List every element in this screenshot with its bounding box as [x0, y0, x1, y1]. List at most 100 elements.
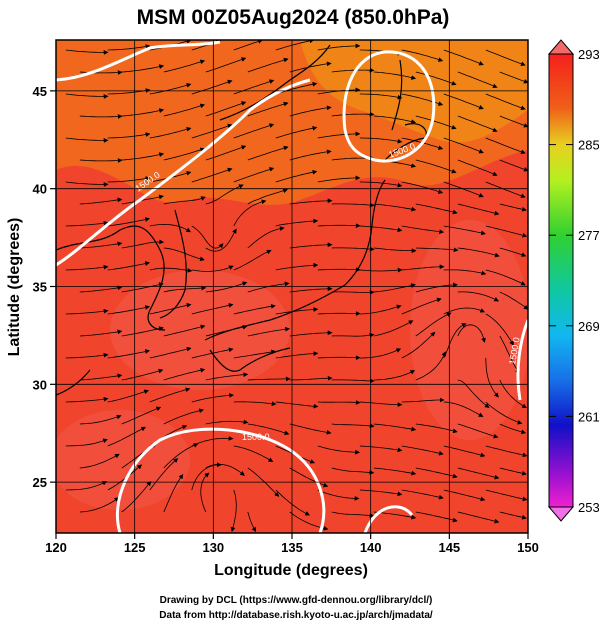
streamline [275, 307, 319, 315]
colorbar-tick-label: 293 [578, 47, 599, 62]
streamline [191, 123, 233, 139]
streamline [289, 198, 333, 205]
streamline [121, 194, 164, 205]
streamline [247, 188, 288, 205]
streamline [247, 57, 289, 73]
colorbar-ticks: 293 285 277 269 261 253 [549, 47, 599, 515]
streamline [401, 225, 445, 235]
colorbar-bottom-arrow [547, 506, 575, 522]
streamline [121, 326, 164, 337]
streamline [247, 376, 291, 382]
streamline [107, 176, 151, 183]
streamline [107, 44, 151, 51]
streamline [230, 489, 237, 533]
streamline [499, 423, 527, 435]
streamline [485, 269, 526, 286]
streamline [359, 267, 403, 273]
streamline [401, 489, 444, 500]
streamline [401, 49, 444, 62]
streamline [359, 304, 402, 315]
streamline [65, 481, 108, 491]
streamline [107, 349, 150, 359]
streamline [79, 285, 123, 293]
streamline [121, 282, 164, 293]
streamline [457, 324, 486, 343]
y-tick-label: 35 [33, 280, 47, 295]
warmest-region [300, 40, 528, 143]
map-field: 1500.0 1500.0 1500.0 1500.0 [56, 40, 528, 533]
coastline-sakhalin [391, 59, 403, 131]
streamline [163, 443, 199, 469]
streamline [499, 467, 527, 476]
x-tick-label: 135 [281, 540, 303, 555]
contour-line [56, 78, 311, 267]
streamline [317, 267, 361, 273]
streamline [499, 511, 527, 520]
streamline [149, 302, 192, 315]
streamline [205, 419, 249, 425]
streamline [107, 305, 150, 315]
streamline [205, 145, 247, 161]
streamline [401, 397, 445, 403]
colorbar-tick-label: 269 [578, 319, 599, 334]
streamline [457, 159, 498, 177]
streamline [485, 93, 526, 111]
streamline [331, 467, 375, 475]
streamline [191, 265, 234, 272]
streamline [79, 241, 123, 249]
streamline [443, 225, 486, 236]
streamline [485, 49, 526, 67]
streamline [275, 262, 319, 271]
streamline [373, 71, 417, 80]
streamline [163, 147, 206, 161]
streamline [107, 261, 150, 271]
streamline [79, 158, 123, 163]
field-patch [56, 410, 190, 510]
streamline [317, 489, 360, 501]
streamline [415, 247, 459, 253]
streamline [191, 392, 234, 403]
colorbar-tick-label: 253 [578, 500, 599, 515]
streamline [457, 115, 498, 133]
streamline [149, 387, 191, 403]
streamline [485, 137, 526, 155]
streamline [191, 303, 234, 315]
streamline [401, 264, 445, 271]
streamline [317, 400, 361, 405]
streamline [163, 324, 206, 337]
streamline [233, 445, 274, 462]
streamline [415, 423, 458, 434]
streamline [359, 401, 403, 408]
streamline [275, 351, 319, 359]
streamline [121, 64, 165, 73]
y-axis-label: Latitude (degrees) [6, 218, 23, 357]
streamline [65, 438, 108, 447]
streamline [415, 312, 452, 337]
streamline [121, 152, 165, 161]
streamline [485, 225, 528, 238]
streamline [373, 467, 417, 476]
streamline [200, 472, 210, 513]
streamline [359, 225, 403, 233]
streamline [359, 181, 403, 188]
streamline [275, 125, 318, 139]
streamline [121, 406, 162, 425]
streamline [205, 57, 247, 73]
streamline [233, 40, 263, 51]
streamline [499, 291, 528, 310]
streamline [485, 313, 514, 346]
streamline [415, 467, 458, 479]
streamline [289, 105, 332, 117]
streamline [443, 323, 467, 359]
streamline [65, 220, 109, 227]
streamline [65, 49, 109, 55]
coastline-russia [219, 44, 331, 121]
credit-data: Data from http://database.rish.kyoto-u.a… [159, 610, 433, 621]
streamline [415, 282, 458, 293]
streamline [499, 115, 528, 128]
streamline [79, 497, 120, 513]
x-axis-label: Longitude (degrees) [214, 562, 368, 579]
streamline [149, 223, 191, 233]
y-tick-label: 45 [33, 84, 47, 99]
